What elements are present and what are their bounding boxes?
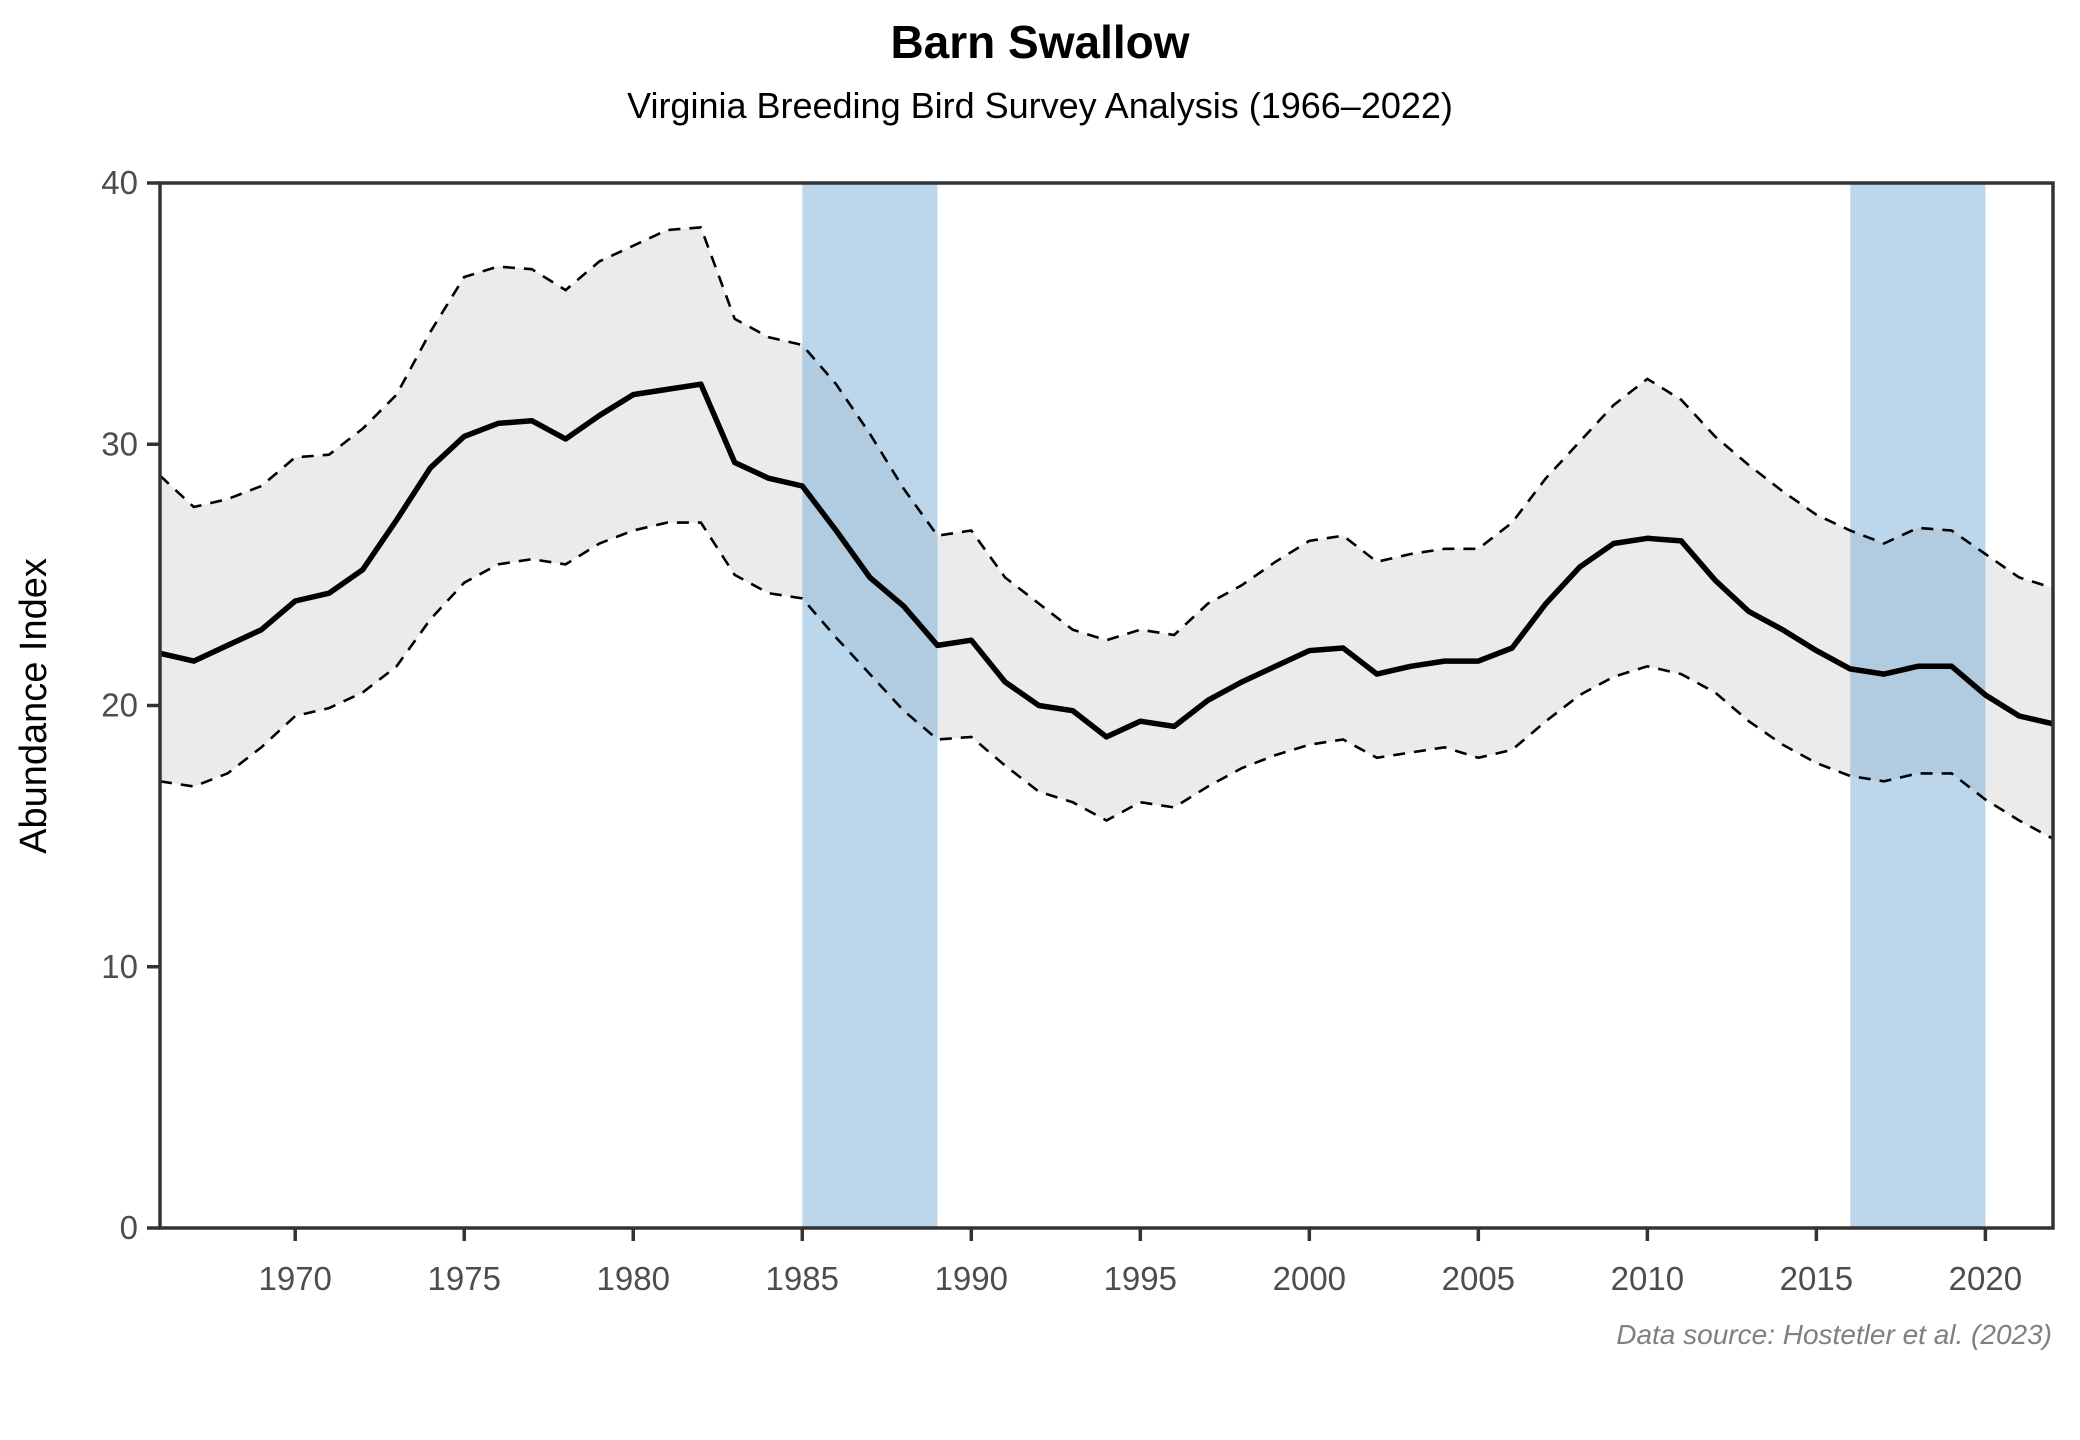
highlight-band-1985-1989	[802, 183, 938, 1228]
x-tick-label: 2015	[1780, 1260, 1853, 1297]
x-tick-label: 2000	[1273, 1260, 1346, 1297]
x-tick-label: 1975	[428, 1260, 501, 1297]
x-tick-label: 1995	[1104, 1260, 1177, 1297]
highlight-band-2016-2020	[1850, 183, 1986, 1228]
chart-subtitle: Virginia Breeding Bird Survey Analysis (…	[627, 85, 1453, 126]
y-tick-label: 30	[101, 425, 138, 462]
x-tick-label: 1985	[766, 1260, 839, 1297]
y-tick-label: 0	[120, 1209, 138, 1246]
confidence-ribbon	[160, 227, 2053, 839]
x-tick-label: 2020	[1949, 1260, 2022, 1297]
y-tick-label: 40	[101, 164, 138, 201]
plot-area: 0 10 20 30 40 1970 1975 1980 1985 1990 1995 2000 200…	[101, 164, 2055, 1297]
chart-title: Barn Swallow	[890, 16, 1189, 68]
x-tick-label: 1990	[935, 1260, 1008, 1297]
y-axis-title: Abundance Index	[13, 558, 55, 854]
x-tick-label: 2005	[1442, 1260, 1515, 1297]
trend-line	[159, 381, 2054, 740]
y-tick-label: 10	[101, 948, 138, 985]
lower-ci-line	[159, 521, 2054, 840]
x-tick-label: 2010	[1611, 1260, 1684, 1297]
y-tick-label: 20	[101, 687, 138, 724]
x-tick-label: 1970	[259, 1260, 332, 1297]
x-tick-label: 1980	[597, 1260, 670, 1297]
data-source-caption: Data source: Hostetler et al. (2023)	[1616, 1319, 2052, 1350]
